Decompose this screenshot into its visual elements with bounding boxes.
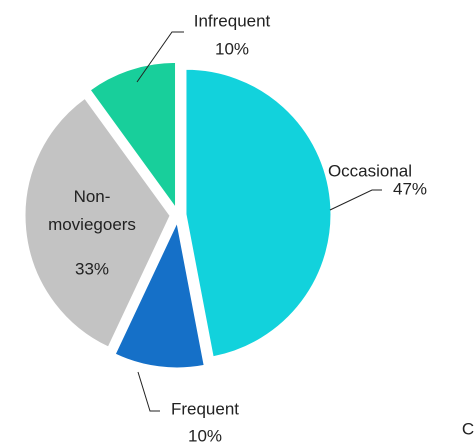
value-label: 33%: [75, 259, 109, 278]
slice-label: Non-moviegoers: [48, 187, 136, 234]
leader-line: [137, 371, 160, 412]
value-label: 47%: [393, 179, 427, 198]
label-line: Non-: [74, 187, 111, 206]
annotation: C: [462, 419, 474, 438]
value-label: 10%: [215, 39, 249, 58]
slice-label: Frequent: [171, 399, 239, 418]
label-line: moviegoers: [48, 215, 136, 234]
value-label: 10%: [188, 426, 222, 445]
pie-slice: [24, 97, 171, 348]
pie-slice: [114, 221, 205, 369]
pie-slice: [89, 61, 177, 209]
pie-slice: [185, 68, 332, 358]
slice-label: Infrequent: [194, 11, 271, 30]
slice-label: Occasional: [328, 161, 412, 180]
leader-line: [136, 31, 184, 83]
leader-line: [329, 189, 382, 211]
